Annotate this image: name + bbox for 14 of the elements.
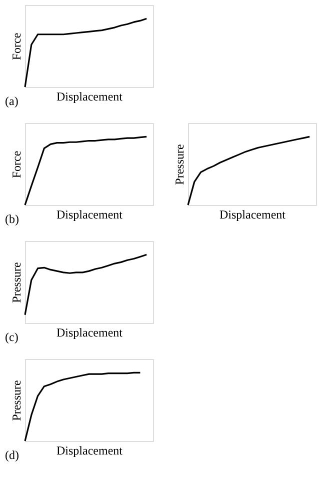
x-axis-title: Displacement bbox=[56, 90, 124, 104]
y-axis-title: Force bbox=[10, 150, 24, 178]
y-axis-title: Pressure bbox=[10, 262, 24, 303]
text: (a) bbox=[5, 94, 18, 108]
text: (d) bbox=[5, 448, 19, 462]
x-axis-title: Displacement bbox=[56, 208, 124, 222]
x-axis-title: Displacement bbox=[220, 208, 286, 222]
y-axis-title: Force bbox=[10, 32, 24, 60]
x-axis-title: Displacement bbox=[56, 444, 124, 458]
text: (c) bbox=[5, 330, 18, 344]
x-axis-title: Displacement bbox=[56, 326, 124, 340]
text: (b) bbox=[5, 212, 19, 226]
y-axis-title: Pressure bbox=[172, 144, 186, 185]
y-axis-title: Pressure bbox=[10, 380, 24, 421]
